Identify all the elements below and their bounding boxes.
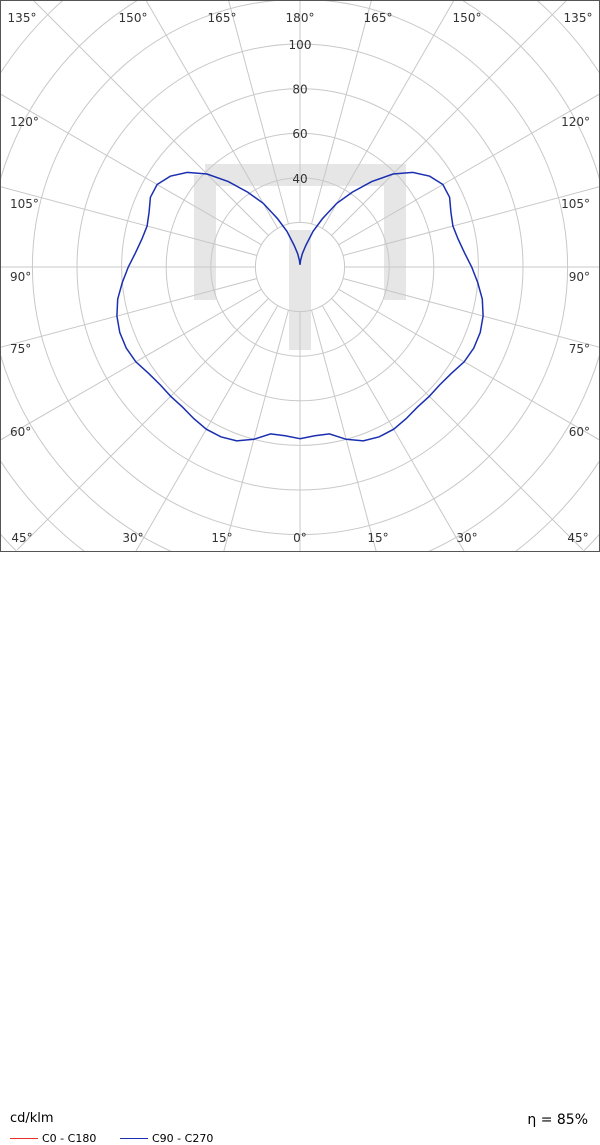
angle-label-top: 165° bbox=[364, 11, 393, 25]
angle-labels: 40 60 80 100 135° 150° 165° 180° 165° 150° 135° 120… bbox=[8, 11, 593, 545]
angle-label-bottom: 30° bbox=[456, 531, 477, 545]
polar-chart: 40 60 80 100 135° 150° 165° 180° 165° 150° 135° 120… bbox=[1, 1, 599, 551]
grid-spoke bbox=[321, 1, 455, 229]
angle-label-right: 105° bbox=[561, 197, 590, 211]
polar-grid bbox=[1, 1, 599, 551]
angle-label-top: 135° bbox=[8, 11, 37, 25]
legend-item-c0-c180: C0 - C180 bbox=[10, 1132, 96, 1145]
angle-label-top: 180° bbox=[286, 11, 315, 25]
grid-spoke bbox=[311, 1, 372, 225]
angle-label-top: 150° bbox=[119, 11, 148, 25]
grid-spoke bbox=[1, 288, 262, 441]
angle-label-bottom: 15° bbox=[211, 531, 232, 545]
series-layer bbox=[116, 171, 484, 442]
grid-spoke bbox=[311, 309, 377, 551]
series-line-1 bbox=[116, 171, 484, 442]
grid-lines bbox=[1, 1, 599, 551]
angle-label-left: 105° bbox=[10, 197, 39, 211]
radial-tick-label: 60 bbox=[292, 127, 307, 141]
angle-label-right: 60° bbox=[569, 425, 590, 439]
grid-spoke bbox=[342, 278, 599, 348]
grid-spoke bbox=[1, 186, 258, 256]
grid-spoke bbox=[33, 1, 269, 236]
chart-footer: cd/klm C0 - C180 C90 - C270 η = 85% bbox=[0, 552, 600, 1145]
radial-tick-label: 80 bbox=[292, 83, 307, 97]
grid-spoke bbox=[321, 305, 465, 551]
grid-spoke bbox=[145, 1, 279, 229]
angle-label-bottom: 0° bbox=[293, 531, 307, 545]
angle-label-left: 90° bbox=[10, 270, 31, 284]
angle-label-top: 165° bbox=[208, 11, 237, 25]
angle-label-bottom: 15° bbox=[367, 531, 388, 545]
grid-spoke bbox=[342, 186, 599, 256]
grid-spoke bbox=[135, 305, 279, 551]
angle-label-top: 135° bbox=[564, 11, 593, 25]
grid-spoke bbox=[16, 298, 269, 551]
grid-spoke bbox=[1, 93, 262, 246]
radial-tick-label: 40 bbox=[292, 172, 307, 186]
legend-item-c90-c270: C90 - C270 bbox=[120, 1132, 213, 1145]
angle-label-right: 90° bbox=[569, 270, 590, 284]
grid-spoke bbox=[338, 93, 599, 246]
angle-label-left: 60° bbox=[10, 425, 31, 439]
grid-spoke bbox=[1, 278, 258, 348]
legend-label-c90-c270: C90 - C270 bbox=[152, 1132, 214, 1145]
angle-label-top: 150° bbox=[453, 11, 482, 25]
legend-swatch-red bbox=[10, 1138, 38, 1139]
unit-label: cd/klm bbox=[10, 1111, 54, 1126]
angle-label-right: 75° bbox=[569, 342, 590, 356]
angle-label-left: 120° bbox=[10, 115, 39, 129]
legend-swatch-blue bbox=[120, 1138, 148, 1139]
angle-label-bottom: 30° bbox=[122, 531, 143, 545]
angle-label-left: 75° bbox=[10, 342, 31, 356]
angle-label-right: 120° bbox=[561, 115, 590, 129]
legend-label-c0-c180: C0 - C180 bbox=[42, 1132, 97, 1145]
angle-label-bottom: 45° bbox=[11, 531, 32, 545]
grid-spoke bbox=[338, 288, 599, 441]
grid-spoke bbox=[228, 1, 289, 225]
grid-spoke bbox=[331, 1, 567, 236]
grid-spoke bbox=[331, 298, 584, 551]
efficiency-label: η = 85% bbox=[527, 1112, 588, 1128]
grid-spoke bbox=[223, 309, 289, 551]
radial-tick-label: 100 bbox=[289, 38, 312, 52]
watermark-shape bbox=[194, 164, 406, 300]
angle-label-bottom: 45° bbox=[567, 531, 588, 545]
